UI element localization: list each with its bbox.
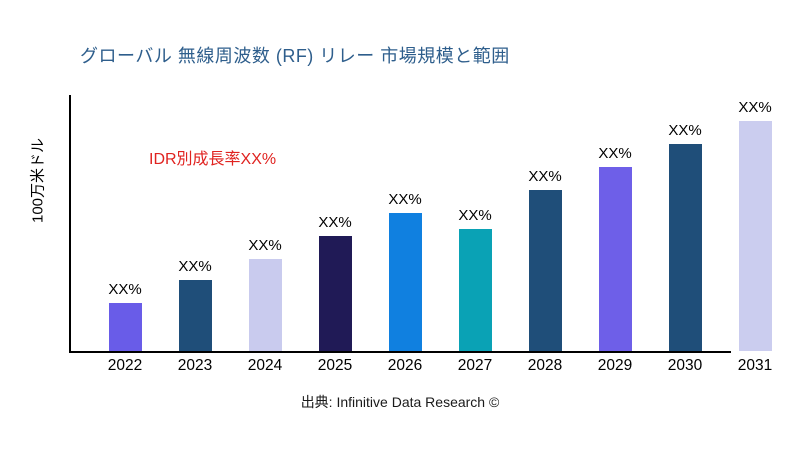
bar-value-label-2030: XX% [668,122,702,139]
x-tick-2024: 2024 [247,357,283,374]
bar-2026 [388,213,422,351]
y-axis-label: 100万米ドル [29,137,47,224]
bar-value-label-2026: XX% [388,191,422,208]
bar-value-label-2027: XX% [458,207,492,225]
bar-2025 [318,236,352,351]
x-tick-2029: 2029 [597,357,633,374]
bar-2022 [108,302,142,351]
bar-2024 [248,259,282,351]
x-axis [69,351,731,353]
y-axis [69,95,71,353]
bar-2023 [178,279,212,351]
x-tick-2025: 2025 [317,357,353,374]
x-tick-2026: 2026 [387,357,423,374]
bar-value-label-2024: XX% [248,237,282,254]
x-tick-2023: 2023 [177,357,213,374]
bar-2027 [458,229,492,351]
x-tick-2030: 2030 [667,357,703,374]
bar-2031 [738,121,772,351]
x-tick-2027: 2027 [457,357,493,374]
growth-rate-annotation: IDR別成長率XX% [149,151,277,168]
bar-value-label-2025: XX% [318,214,352,231]
bar-value-label-2023: XX% [178,257,212,275]
bar-2029 [598,167,632,351]
bar-value-label-2022: XX% [108,280,142,298]
bar-value-label-2028: XX% [528,168,562,185]
bar-value-label-2031: XX% [738,99,772,116]
chart-title: グローバル 無線周波数 (RF) リレー 市場規模と範囲 [80,46,510,66]
bar-2030 [668,144,702,351]
bar-2028 [528,190,562,351]
x-tick-2022: 2022 [107,357,143,374]
x-tick-2031: 2031 [737,357,773,374]
x-tick-2028: 2028 [527,357,563,374]
bar-value-label-2029: XX% [598,145,632,162]
source-note: 出典: Infinitive Data Research © [300,394,500,410]
